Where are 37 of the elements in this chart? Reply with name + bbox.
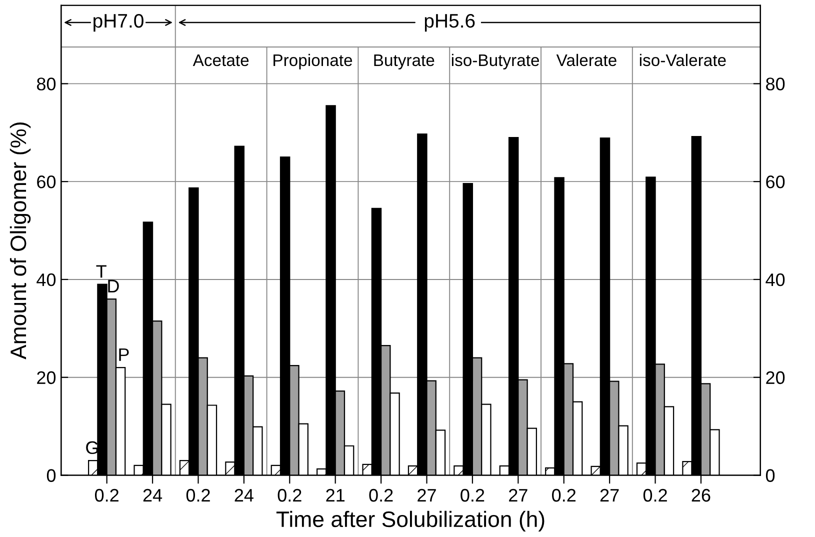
y-tick-label: 80 <box>36 78 56 90</box>
x-tick-label: 21 <box>326 488 345 502</box>
annotation: pH7.0 <box>94 14 144 32</box>
x-tick-label: 0.2 <box>369 488 393 502</box>
x-tick-label: 27 <box>418 488 436 502</box>
annotation: Propionate <box>274 54 352 70</box>
y2-tick-label: 80 <box>766 78 785 90</box>
y-axis-title: Amount of Oligomer (%) <box>10 122 31 360</box>
y2-tick-label: 20 <box>766 371 785 384</box>
annotation: pH5.6 <box>424 14 475 32</box>
x-tick-label: 0.2 <box>643 488 667 502</box>
series-label: T <box>96 265 106 278</box>
x-tick-label: 27 <box>509 488 528 502</box>
y-tick-label: 60 <box>37 176 56 188</box>
annotation: Acetate <box>192 54 249 66</box>
x-tick-label: 26 <box>692 488 710 502</box>
annotation: Butyrate <box>374 54 434 70</box>
y-tick-label: 20 <box>37 371 56 384</box>
x-tick-label: 0.2 <box>186 488 210 502</box>
y-tick-label: 40 <box>36 273 56 286</box>
x-axis-title: Time after Solubilization (h) <box>276 510 544 532</box>
series-label: D <box>108 280 119 292</box>
y2-tick-label: 40 <box>766 273 785 286</box>
x-tick-label: 24 <box>143 488 162 502</box>
x-tick-label: 0.2 <box>460 488 484 502</box>
annotation: iso-Butyrate <box>452 54 540 70</box>
y2-tick-label: 60 <box>766 176 785 188</box>
x-tick-label: 24 <box>234 488 254 502</box>
y2-tick-label: 0 <box>766 469 775 482</box>
annotation: iso-Valerate <box>640 54 726 66</box>
x-tick-label: 0.2 <box>278 488 302 502</box>
x-tick-label: 27 <box>600 488 619 502</box>
series-label: P <box>119 348 129 361</box>
annotation: Valerate <box>556 54 616 66</box>
x-tick-label: 0.2 <box>94 488 118 502</box>
x-tick-label: 0.2 <box>552 488 576 502</box>
y-tick-label: 0 <box>46 469 56 482</box>
